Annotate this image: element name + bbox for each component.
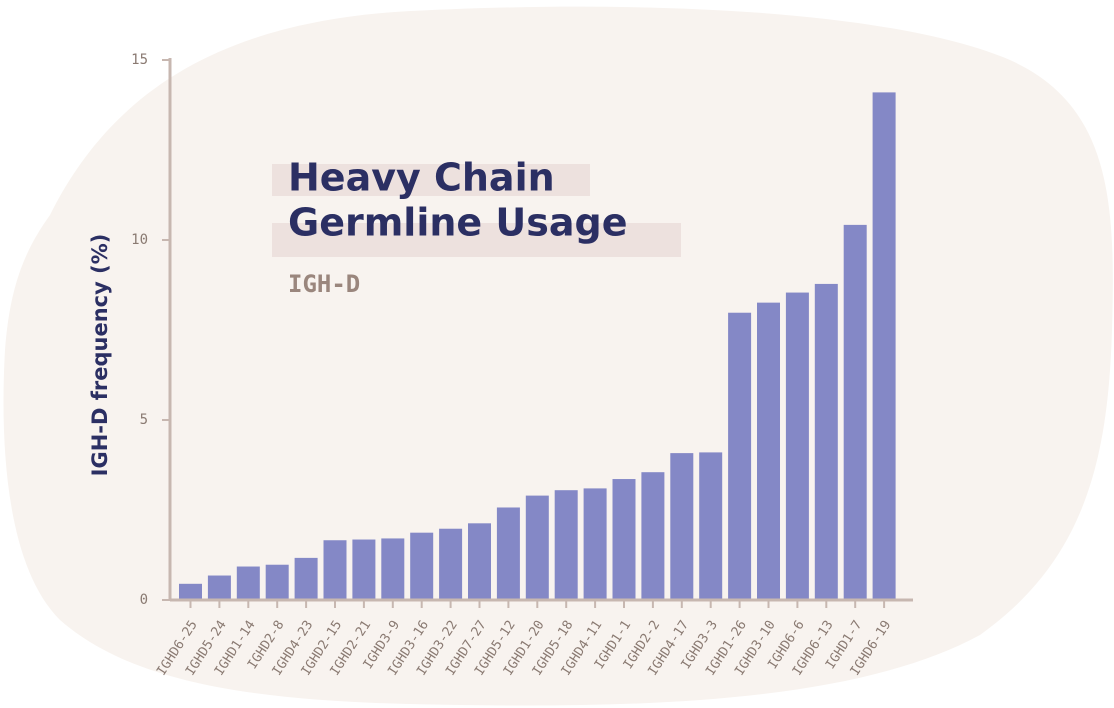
bar-ighd6-25 [179,583,202,600]
bar-ighd7-27 [468,523,491,600]
bar-ighd3-9 [381,538,405,600]
y-tick-label-0: 0 [140,592,148,608]
bar-ighd6-13 [814,283,838,600]
bar-ighd1-7 [843,224,867,600]
bar-ighd5-18 [554,490,578,600]
bar-ighd3-10 [757,302,780,600]
y-axis-label: IGH-D frequency (%) [88,234,112,477]
y-tick-label-10: 10 [131,232,148,248]
bar-ighd1-14 [236,566,260,600]
bar-ighd4-17 [670,453,694,600]
bar-ighd2-2 [641,472,665,600]
bar-ighd6-6 [785,292,809,600]
bar-ighd6-19 [872,92,896,601]
bar-ighd2-21 [352,539,376,600]
chart-title-line-2: Germline Usage [288,201,628,245]
title-highlight-2 [272,223,681,257]
y-tick-label-15: 15 [131,52,148,68]
bar-ighd3-3 [699,452,723,600]
bar-ighd3-16 [410,532,434,600]
bar-ighd1-20 [525,495,549,600]
y-tick-label-5: 5 [140,412,148,428]
bar-ighd4-11 [583,488,607,600]
bar-ighd1-1 [612,479,636,600]
bar-ighd2-8 [265,564,289,600]
chart-title-line-1: Heavy Chain [288,156,555,200]
chart-subtitle: IGH-D [288,270,360,298]
bar-ighd3-22 [439,528,463,600]
bar-ighd1-26 [728,312,752,600]
bar-ighd4-23 [294,557,318,600]
bar-ighd5-12 [496,507,520,600]
bars [179,92,896,601]
bar-ighd2-15 [323,540,347,600]
title-highlight-1 [272,164,590,196]
bar-ighd5-24 [207,575,231,600]
